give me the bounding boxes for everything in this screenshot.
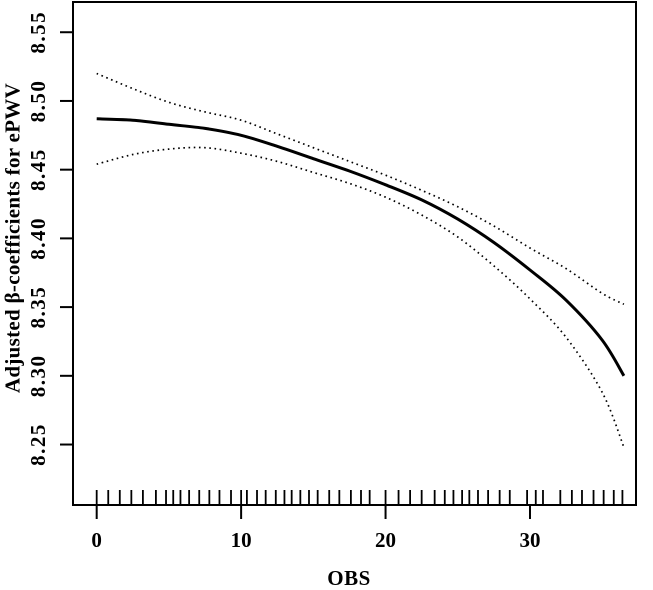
y-axis-title: Adjusted β-coefficients for ePWV (0, 82, 25, 394)
fitted-curve-line (96, 117, 626, 377)
x-tick-label: 20 (375, 528, 396, 552)
y-tick-label: 8.45 (26, 148, 50, 191)
lower-confidence-band-line (96, 146, 625, 448)
upper-confidence-band-line (96, 72, 625, 306)
y-tick-label: 8.35 (26, 286, 50, 329)
plot-frame (72, 1, 637, 506)
y-tick-label: 8.55 (26, 11, 50, 54)
y-tick-label: 8.40 (26, 217, 50, 260)
x-axis-title: OBS (327, 566, 371, 590)
x-tick-label: 10 (231, 528, 252, 552)
x-tick-label: 0 (91, 528, 102, 552)
y-tick-label: 8.25 (26, 423, 50, 466)
x-tick-label: 30 (519, 528, 540, 552)
y-tick-label: 8.50 (26, 80, 50, 123)
y-tick-label: 8.30 (26, 354, 50, 397)
